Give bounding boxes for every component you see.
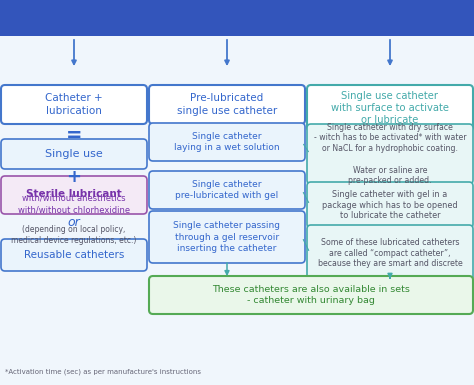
Text: Catheter +
lubrication: Catheter + lubrication	[45, 93, 103, 116]
FancyBboxPatch shape	[307, 85, 473, 131]
FancyBboxPatch shape	[149, 171, 305, 209]
Text: with/without anesthetics
with/without chlorhexidine: with/without anesthetics with/without ch…	[18, 194, 130, 214]
Text: Single use catheter
with surface to activate
or lubricate: Single use catheter with surface to acti…	[331, 90, 449, 126]
FancyBboxPatch shape	[307, 124, 473, 184]
Text: (depending on local policy,
medical device regulations, etc.): (depending on local policy, medical devi…	[11, 225, 137, 245]
Text: Single catheter with dry surface
- witch has to be activated* with water
or NaCL: Single catheter with dry surface - witch…	[314, 123, 466, 185]
Text: Pre-lubricated
single use catheter: Pre-lubricated single use catheter	[177, 93, 277, 116]
Text: or: or	[68, 216, 81, 229]
FancyBboxPatch shape	[149, 85, 305, 124]
Text: Single catheter
laying in a wet solution: Single catheter laying in a wet solution	[174, 132, 280, 152]
Text: These catheters are also available in sets
- catheter with urinary bag: These catheters are also available in se…	[212, 285, 410, 305]
Text: TYPES OF CATHETERS: TYPES OF CATHETERS	[127, 9, 347, 27]
FancyBboxPatch shape	[1, 239, 147, 271]
Text: Single catheter passing
through a gel reservoir
inserting the catheter: Single catheter passing through a gel re…	[173, 221, 281, 253]
FancyBboxPatch shape	[1, 176, 147, 214]
Text: Single use: Single use	[45, 149, 103, 159]
FancyBboxPatch shape	[0, 0, 474, 36]
Text: +: +	[66, 168, 82, 186]
FancyBboxPatch shape	[307, 182, 473, 228]
FancyBboxPatch shape	[149, 123, 305, 161]
FancyBboxPatch shape	[307, 225, 473, 281]
Text: Single catheter
pre-lubricated with gel: Single catheter pre-lubricated with gel	[175, 180, 279, 200]
FancyBboxPatch shape	[1, 85, 147, 124]
Text: Sterile lubricant: Sterile lubricant	[26, 189, 122, 199]
Text: Some of these lubricated catheters
are called “compact catheter”,
because they a: Some of these lubricated catheters are c…	[318, 238, 462, 268]
Text: =: =	[66, 126, 82, 144]
Text: *Activation time (sec) as per manufacture's instructions: *Activation time (sec) as per manufactur…	[5, 368, 201, 375]
FancyBboxPatch shape	[149, 276, 473, 314]
FancyBboxPatch shape	[149, 211, 305, 263]
FancyBboxPatch shape	[1, 139, 147, 169]
Text: Single catheter with gel in a
package which has to be opened
to lubricate the ca: Single catheter with gel in a package wh…	[322, 190, 458, 220]
Text: Reusable catheters: Reusable catheters	[24, 250, 124, 260]
